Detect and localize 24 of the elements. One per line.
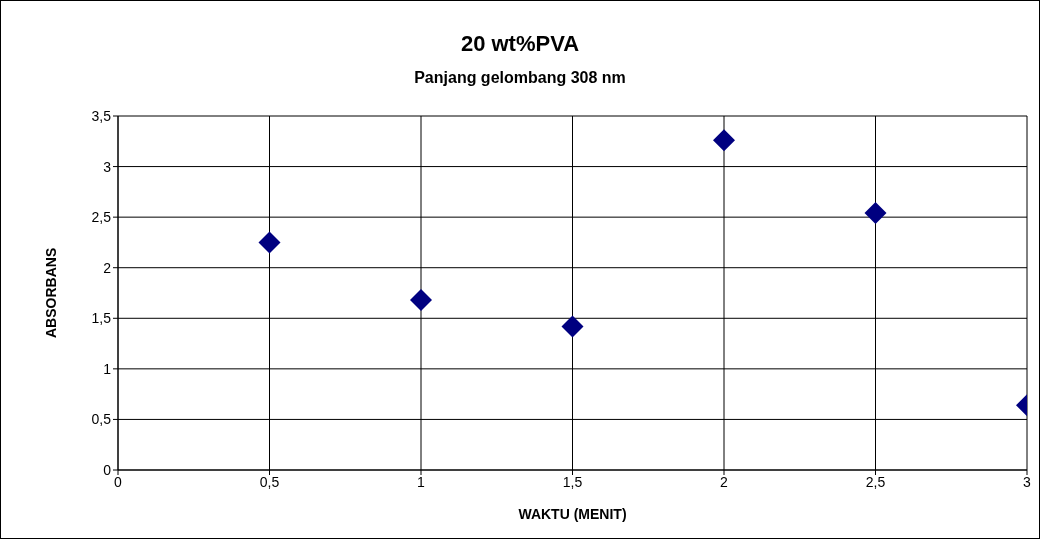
y-tick-label: 3 — [103, 158, 112, 175]
point — [561, 315, 584, 338]
point — [713, 129, 735, 152]
x-tick-label: 1,5 — [562, 473, 583, 490]
y-tick-label: 2,5 — [91, 209, 112, 226]
x-tick-label: 2 — [720, 473, 729, 490]
x-tick-label: 1 — [417, 473, 426, 490]
y-tick-label: 0,5 — [91, 411, 112, 428]
y-tick-label: 1 — [103, 360, 112, 377]
x-tick-label: 0,5 — [259, 473, 280, 490]
y-axis-title: ABSORBANS — [42, 247, 59, 338]
point — [864, 202, 887, 225]
chart-title: 20 wt%PVA — [459, 31, 581, 57]
y-tick-label: 2 — [103, 259, 112, 276]
x-tick-label: 0 — [114, 473, 123, 490]
x-tick-label: 3 — [1023, 473, 1032, 490]
y-tick-label: 3,5 — [91, 107, 112, 124]
chart-subtitle: Panjang gelombang 308 nm — [413, 69, 627, 87]
x-tick-label: 2,5 — [865, 473, 886, 490]
x-axis-title: WAKTU (MENIT) — [518, 506, 627, 522]
y-tick-label: 0 — [103, 461, 112, 478]
y-tick-label: 1,5 — [91, 310, 112, 327]
point — [258, 231, 281, 254]
point — [410, 289, 432, 312]
